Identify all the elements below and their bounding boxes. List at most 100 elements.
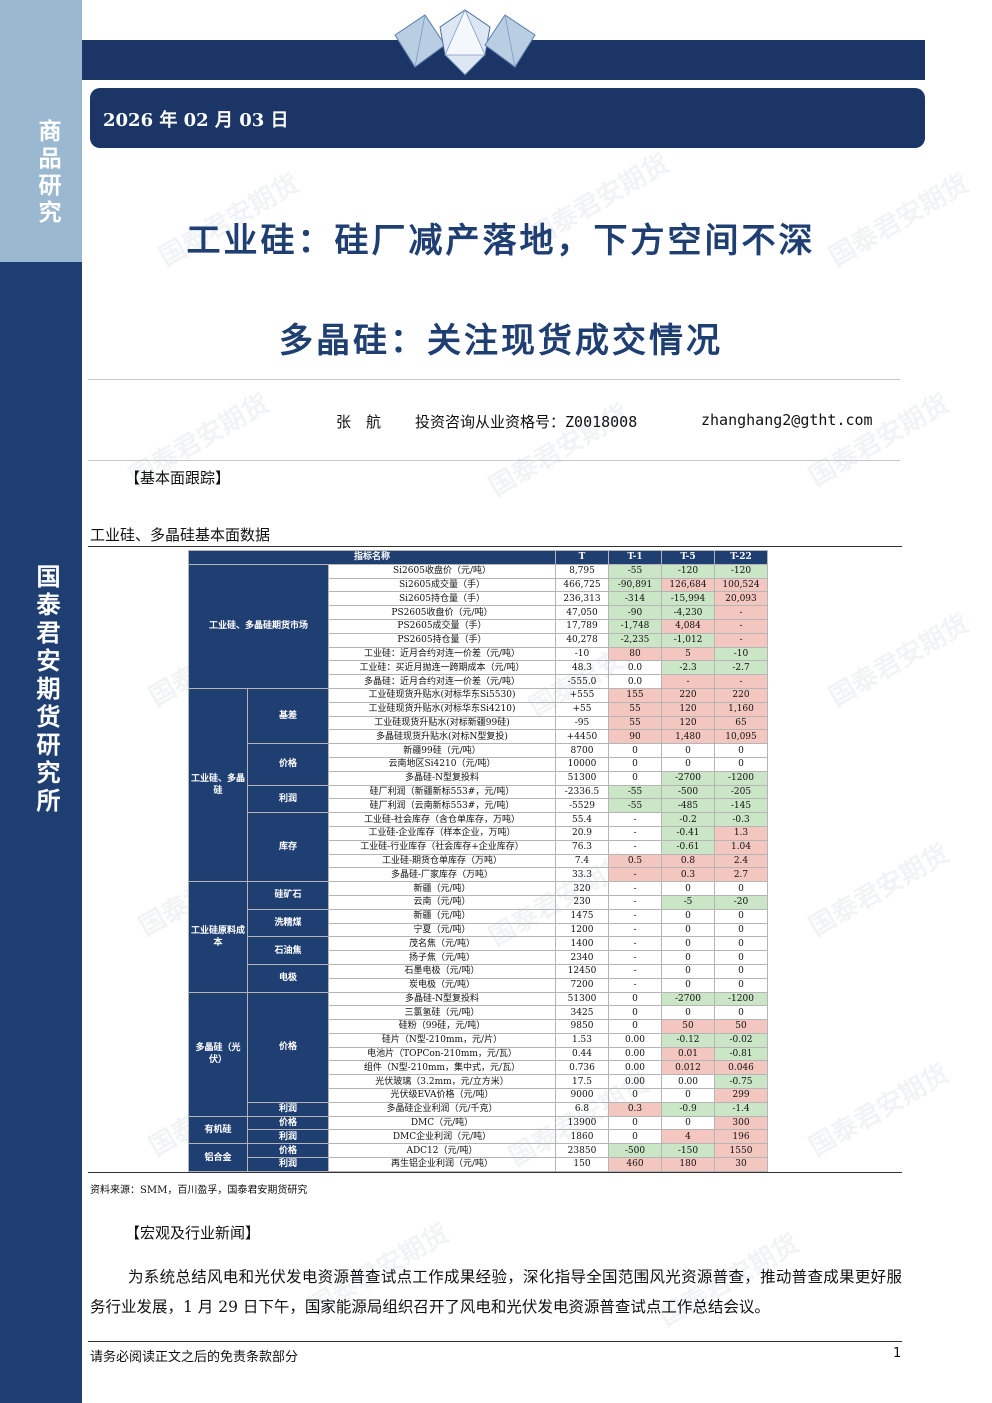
table-row: 硅片（N型-210mm，元/片） 1.53 0.00 -0.12 -0.02 [189,1032,768,1048]
value-t22: 0 [714,977,768,993]
indicator-name: PS2605成交量（手） [328,618,556,634]
author-divider [88,460,900,461]
value-t1: 0.00 [608,1074,662,1090]
header-t1: T-1 [608,550,662,565]
group-label-cost: 工业硅原料成本 [188,881,248,993]
value-t22: -1200 [714,770,768,786]
value-t5: -15,994 [661,591,715,607]
table-row: 电极 石墨电极（元/吨） 12450-0 0 [189,963,768,993]
value-t5: -500 [661,784,715,800]
table-row: 工业硅原料成本 硅矿石 新疆（元/吨） 320-0 0 [188,881,768,993]
value-t: 40,278 [555,632,609,648]
value-t22: 1.3 [714,825,768,841]
indicator-name: 扬子焦（元/吨） [328,950,556,965]
table-header-row: 指标名称 T T-1 T-5 T-22 [188,550,768,565]
value-t1: - [608,825,662,841]
value-t: 17.5 [555,1074,609,1090]
indicator-name: 工业硅现货升贴水(对标新疆99硅) [328,715,556,731]
value-t22: 0 [714,908,768,924]
value-t22: 0 [714,922,768,938]
value-t1: - [608,839,662,855]
value-t22: 0 [714,756,768,772]
value-t1: 0.3 [608,1101,662,1117]
table-row: 石油焦 茂名焦（元/吨） 1400-0 0 [189,936,768,965]
indicator-name: 新疆（元/吨） [328,908,556,924]
value-t: +55 [555,701,609,717]
group-label-inventory: 库存 [247,812,329,883]
table-row: 利润 DMC企业利润（元/吨） 1860 0 4 196 [189,1129,768,1145]
value-t: -10 [555,646,609,662]
table-row: 价格 新疆99硅（元/吨） 8700 0 0 0 [189,743,768,786]
value-t1: 55 [608,715,662,731]
value-t5: 126,684 [661,577,715,593]
value-t22: -120 [714,563,768,579]
value-t5: 0 [661,977,715,993]
report-title-silicon: 工业硅：硅厂减产落地，下方空间不深 [186,221,816,261]
value-t: 0.736 [555,1060,609,1076]
table-bottom-rule [88,1172,902,1173]
table-row: 工业硅现货升贴水(对标新疆99硅) -95 55 120 65 [189,715,768,731]
value-t22: -10 [714,646,768,662]
indicator-name: 多晶硅现货升贴水(对标N型复投) [328,729,556,745]
value-t1: 80 [608,646,662,662]
indicator-name: Si2605收盘价（元/吨） [328,563,556,579]
group-label-org_profit: 利润 [247,1129,329,1145]
value-t: 8,795 [555,563,609,579]
value-t: 0.44 [555,1046,609,1062]
value-t5: 0 [661,963,715,979]
data-source-note: 资料来源：SMM，百川盈孚，国泰君安期货研究 [90,1185,308,1196]
value-t1: 0 [608,756,662,772]
value-t5: 0 [661,1088,715,1103]
value-t: 7200 [555,977,609,993]
header-t22: T-22 [714,550,768,565]
value-t22: 50 [714,1019,768,1034]
group-label-al_price: 价格 [247,1143,329,1159]
value-t22: -20 [714,894,768,910]
value-t: -555.0 [555,674,609,689]
value-t5: 0 [661,1005,715,1021]
value-t22: 0 [714,881,768,896]
group-label-basis: 基差 [247,687,329,745]
table-row: PS2605持仓量（手） 40,278 -2,235 -1,012- [189,632,768,648]
indicator-name: PS2605收盘价（元/吨） [328,605,556,620]
value-t: 3425 [555,1005,609,1021]
table-row: 工业硅、多晶硅期货市场 Si2605收盘价（元/吨） 8,795 -55 -120 -12… [188,563,768,689]
value-t5: 0 [661,1115,715,1131]
table-row: 组件（N型-210mm，集中式，元/瓦） 0.736 0.00 0.012 0.046 [189,1060,768,1076]
value-t22: 2.4 [714,853,768,869]
footer-rule [88,1341,902,1342]
date-banner [90,88,925,148]
table-row: 三氯氢硅（元/吨） 3425 0 0 0 [189,1005,768,1021]
indicator-name: 工业硅：买近月抛连一跨期成本（元/吨） [328,660,556,676]
header-t: T [555,550,609,565]
indicator-name: 工业硅-期货仓单库存（万吨） [328,853,556,869]
group-label-spot: 工业硅、多晶硅 [188,687,248,883]
indicator-name: 再生铝企业利润（元/吨） [328,1157,556,1172]
indicator-name: 宁夏（元/吨） [328,922,556,938]
value-t1: -2,235 [608,632,662,648]
value-t1: 0 [608,1019,662,1034]
author-email[interactable]: zhanghang2@gtht.com [701,411,873,429]
indicator-name: 组件（N型-210mm，集中式，元/瓦） [328,1060,556,1076]
section-heading-macro: 【宏观及行业新闻】 [125,1224,261,1242]
value-t22: 1.04 [714,839,768,855]
value-t: 13900 [555,1115,609,1131]
indicator-name: DMC（元/吨） [328,1115,556,1131]
section-heading-fundamentals: 【基本面跟踪】 [125,469,231,487]
table-caption: 工业硅、多晶硅基本面数据 [90,526,271,544]
indicator-name: 三氯氢硅（元/吨） [328,1005,556,1021]
value-t5: 4,084 [661,618,715,634]
value-t1: 0.5 [608,853,662,869]
indicator-name: 茂名焦（元/吨） [328,936,556,952]
value-t22: 1,160 [714,701,768,717]
value-t5: 5 [661,646,715,662]
value-t: +555 [555,687,609,703]
table-row: Si2605成交量（手） 466,725 -90,891 126,684 100,524 [189,577,768,593]
value-t: -5529 [555,798,609,814]
value-t1: -55 [608,798,662,814]
value-t: 8700 [555,743,609,758]
header-indicator: 指标名称 [188,550,556,565]
value-t5: -1,012 [661,632,715,648]
value-t5: -0.41 [661,825,715,841]
value-t: 230 [555,894,609,910]
